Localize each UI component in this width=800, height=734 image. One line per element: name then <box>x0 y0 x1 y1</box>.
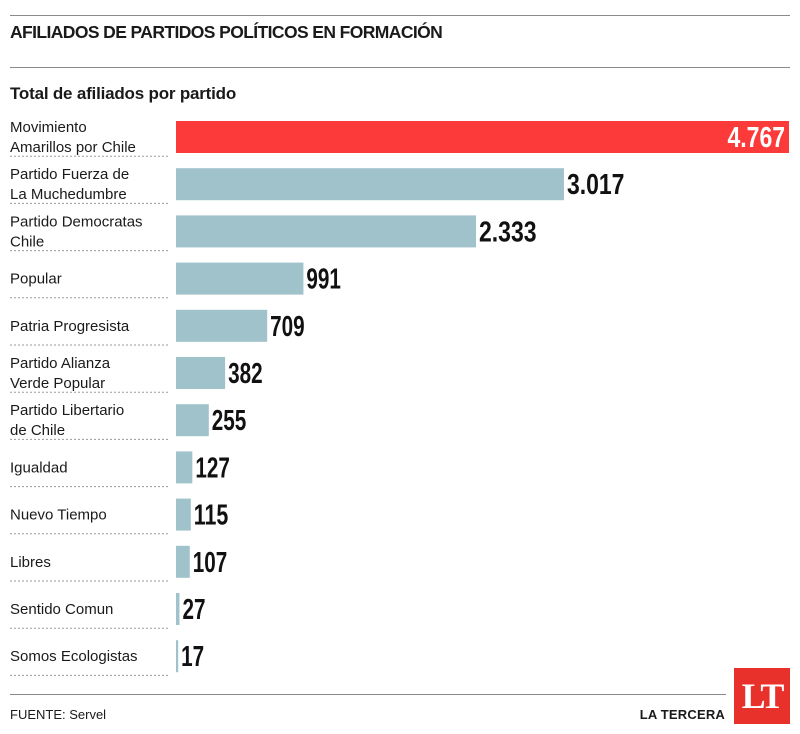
category-label: Partido Libertario de Chile <box>10 402 124 439</box>
bar <box>176 262 304 295</box>
lt-logo: LT <box>734 668 790 724</box>
footer-rule <box>10 694 726 695</box>
bar <box>176 404 209 437</box>
value-label: 709 <box>270 311 305 343</box>
category-label: Nuevo Tiempo <box>10 507 107 524</box>
logo-text: LT <box>741 676 785 716</box>
category-label: Movimiento Amarillos por Chile <box>10 119 136 156</box>
bar-chart: Movimiento Amarillos por Chile 4.767 Partid… <box>10 119 789 676</box>
bar <box>176 451 193 484</box>
bar <box>176 121 789 153</box>
value-label: 382 <box>228 358 263 390</box>
bar <box>176 309 268 342</box>
category-label: Sentido Comun <box>10 601 113 618</box>
category-label: Patria Progresista <box>10 318 130 335</box>
value-label: 107 <box>193 547 228 579</box>
bar <box>176 357 226 389</box>
top-rule <box>10 15 790 16</box>
category-label: Partido Alianza Verde Popular <box>10 355 111 392</box>
title-rule <box>10 67 790 68</box>
chart-title: AFILIADOS DE PARTIDOS POLÍTICOS EN FORMA… <box>10 22 443 42</box>
value-label: 17 <box>181 641 204 673</box>
value-label: 27 <box>182 594 205 626</box>
category-label: Partido Fuerza de La Muchedumbre <box>10 166 129 203</box>
category-label: Partido Democratas Chile <box>10 213 143 250</box>
value-label: 3.017 <box>567 169 625 201</box>
bar <box>176 545 190 578</box>
bar <box>176 168 564 201</box>
value-label: 2.333 <box>479 216 537 248</box>
value-label: 991 <box>306 264 341 296</box>
value-label: 115 <box>194 500 229 532</box>
value-label: 255 <box>212 405 247 437</box>
chart-subtitle: Total de afiliados por partido <box>10 84 237 103</box>
bar <box>176 640 179 673</box>
bar <box>176 593 180 625</box>
brand-name: LA TERCERA <box>639 707 725 722</box>
category-label: Somos Ecologistas <box>10 648 138 665</box>
value-label: 4.767 <box>728 122 786 154</box>
source-note: FUENTE: Servel <box>10 707 107 722</box>
category-label: Igualdad <box>10 459 68 476</box>
value-label: 127 <box>195 452 230 484</box>
bar <box>176 498 191 531</box>
bar <box>176 215 477 248</box>
category-label: Popular <box>10 271 62 288</box>
category-label: Libres <box>10 554 51 571</box>
